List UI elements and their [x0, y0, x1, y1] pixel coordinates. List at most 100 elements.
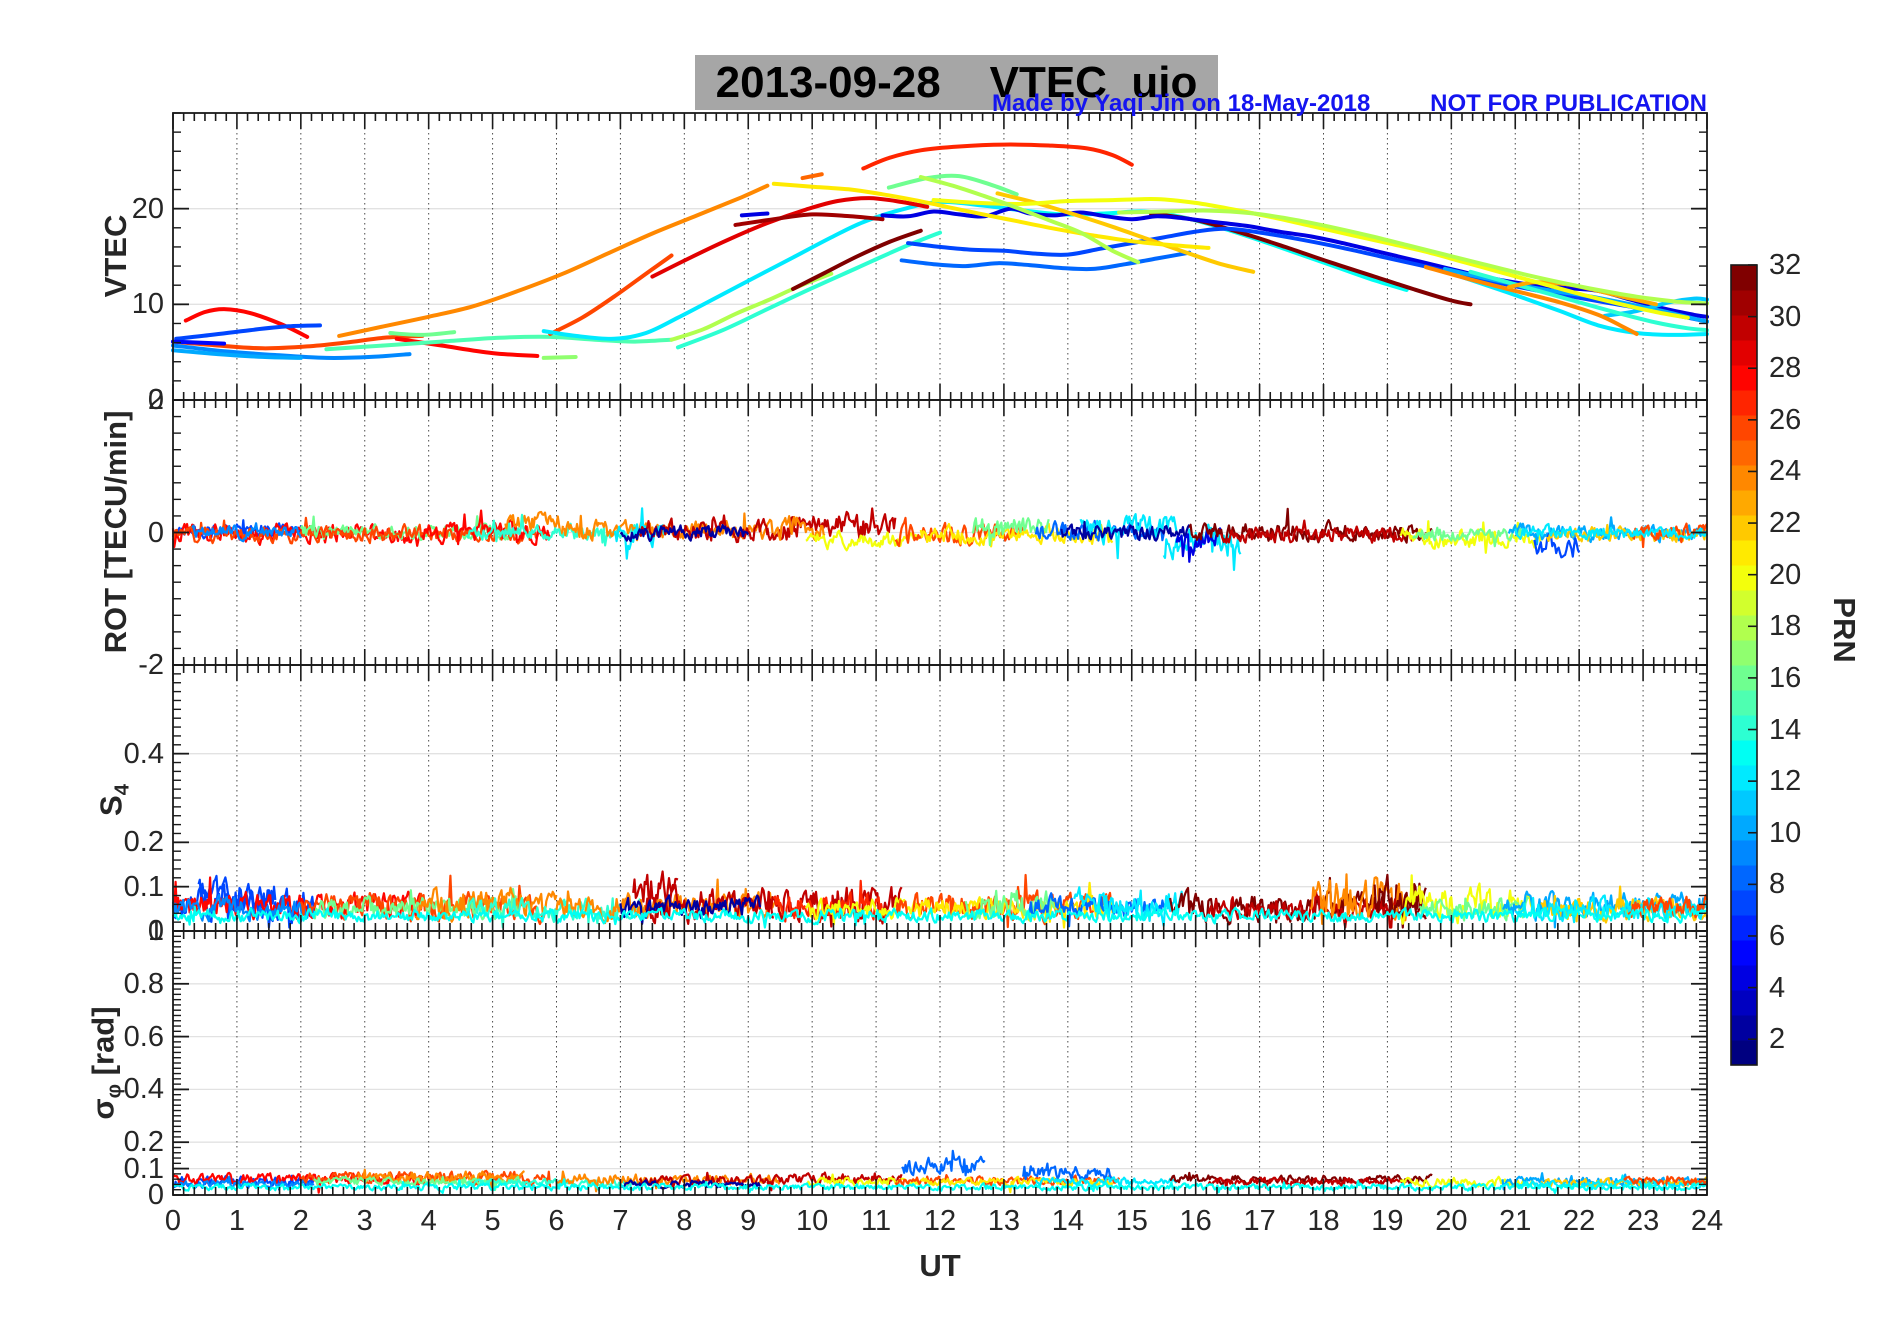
rot-ytick-label: -2 [138, 649, 164, 681]
vtec-track-prn10 [171, 348, 303, 360]
vtec-track-prn7 [906, 226, 1709, 324]
sigma_phi-noise-prn8 [901, 1149, 986, 1177]
x-tick-label: 20 [1435, 1205, 1468, 1237]
x-tick-label: 22 [1563, 1205, 1596, 1237]
rot-noise-prn21 [919, 522, 1114, 548]
x-tick-label: 15 [1115, 1205, 1148, 1237]
vtec-track-prn16 [886, 173, 1019, 197]
rot-ytick-label: 2 [147, 384, 164, 416]
sigma_phi-ytick-label: 0.2 [123, 1126, 164, 1159]
colorbar-tick-label: 22 [1769, 507, 1802, 540]
s4-noise-prn30 [632, 870, 679, 906]
vtec-track-prn29 [650, 196, 930, 279]
rot-noise-prn7 [1533, 530, 1581, 559]
vtec-track-prn8 [899, 250, 1192, 272]
colorbar-cell-prn14 [1731, 715, 1757, 741]
vtec-track-prn21 [771, 181, 1211, 250]
colorbar-frame [1730, 264, 1758, 1066]
s4-noise-prn27 [772, 879, 890, 923]
x-tick-label: 13 [987, 1205, 1021, 1237]
vtec-track-prn15 [324, 334, 674, 352]
s4-noise-prn9 [171, 894, 315, 923]
colorbar-cell-prn4 [1731, 965, 1757, 991]
sigma_phi-ytick-label: 1 [147, 915, 164, 947]
colorbar-cell-prn18 [1731, 615, 1757, 641]
sigma_phi-ytick-label: 0.8 [123, 967, 164, 1000]
not-for-publication-text: NOT FOR PUBLICATION [1430, 90, 1707, 117]
y-axis-label-s4: S4 [93, 784, 134, 816]
rot-noise-prn2 [619, 523, 750, 543]
x-tick-label: 8 [676, 1205, 693, 1237]
sigma_phi-ytick-label: 0.6 [123, 1020, 164, 1053]
sigma_phi-ytick-label: 0.1 [123, 1152, 164, 1185]
s4-ytick-label: 0.2 [123, 826, 164, 859]
chart-title: 2013-09-28 VTEC uio [695, 55, 1218, 110]
vtec-track-prn26 [171, 333, 425, 351]
x-tick-label: 19 [1371, 1205, 1404, 1237]
vtec-ytick-label: 20 [131, 192, 164, 225]
sigma_phi-noise-prn8 [1022, 1162, 1113, 1181]
s4-noise-prn26 [1622, 894, 1709, 919]
vtec-ytick-label: 0 [147, 384, 164, 416]
s4-noise-prn24 [414, 886, 558, 923]
vtec-frame [172, 112, 1708, 401]
sigma_phi-noise-prn20 [1399, 1175, 1536, 1189]
colorbar-cell-prn25 [1731, 440, 1757, 466]
colorbar-cell-prn11 [1731, 790, 1757, 816]
vtec-track-prn12 [541, 199, 1032, 341]
vtec-track-prn32 [790, 228, 923, 292]
rot-noise-prn20 [805, 529, 922, 552]
x-tick-label: 4 [420, 1205, 437, 1237]
colorbar-cell-prn8 [1731, 865, 1757, 891]
vtec-track-prn7 [174, 323, 322, 341]
rot-noise-prn30 [1220, 519, 1415, 544]
vtec-track-prn14 [675, 230, 942, 350]
vtec-track-prn12 [1455, 273, 1709, 337]
colorbar-cell-prn19 [1731, 590, 1757, 616]
colorbar-cell-prn27 [1731, 390, 1757, 416]
rot-noise-prn2 [1060, 520, 1191, 542]
x-tick-label: 6 [548, 1205, 565, 1237]
colorbar-cell-prn21 [1731, 540, 1757, 566]
vtec-track-prn24 [1423, 265, 1639, 336]
y-axis-label-vtec: VTEC [98, 214, 133, 298]
colorbar-tick-label: 26 [1769, 403, 1802, 436]
rot-noise-prn30 [766, 507, 897, 541]
colorbar-cell-prn2 [1731, 1015, 1757, 1041]
sigma_phi-ytick-label: 0 [147, 1179, 164, 1211]
rot-noise-prn16 [1412, 526, 1523, 548]
vtec-track-prn31 [733, 212, 885, 227]
s4-noise-prn32 [1373, 873, 1427, 929]
x-tick-label: 5 [484, 1205, 501, 1237]
colorbar-cell-prn7 [1731, 890, 1757, 916]
s4-noise-prn20 [1399, 874, 1536, 925]
colorbar-tick-label: 2 [1769, 1023, 1786, 1056]
colorbar-cell-prn15 [1731, 690, 1757, 716]
vtec-track-prn4 [880, 206, 1709, 319]
colorbar-tick-label: 16 [1769, 661, 1802, 694]
x-tick-label: 24 [1690, 1205, 1724, 1237]
s4-ytick-label: 0 [147, 915, 164, 947]
colorbar-tick-label: 4 [1769, 971, 1786, 1004]
colorbar-cell-prn10 [1731, 815, 1757, 841]
colorbar-tick-label: 20 [1769, 558, 1802, 591]
colorbar-cell-prn3 [1731, 990, 1757, 1016]
rot-noise-prn12 [1514, 522, 1709, 541]
x-tick-label: 16 [1179, 1205, 1212, 1237]
sigma_phi-noise-prn30 [638, 1171, 775, 1192]
rot-ytick-label: 0 [147, 516, 164, 549]
x-axis-label: UT [919, 1248, 961, 1283]
x-tick-label: 1 [228, 1205, 245, 1237]
colorbar-cell-prn30 [1731, 315, 1757, 341]
vtec-ytick-label: 10 [131, 288, 164, 321]
sigma_phi-noise-prn28 [172, 1171, 424, 1194]
vtec-track-prn18 [1116, 208, 1709, 306]
colorbar-cell-prn28 [1731, 365, 1757, 391]
colorbar-cell-prn22 [1731, 515, 1757, 541]
vtec-track-prn16 [388, 330, 457, 337]
colorbar-cell-prn1 [1731, 1040, 1757, 1066]
x-tick-label: 9 [740, 1205, 757, 1237]
colorbar-cell-prn24 [1731, 465, 1757, 491]
colorbar-cell-prn17 [1731, 640, 1757, 666]
x-tick-label: 7 [612, 1205, 629, 1237]
